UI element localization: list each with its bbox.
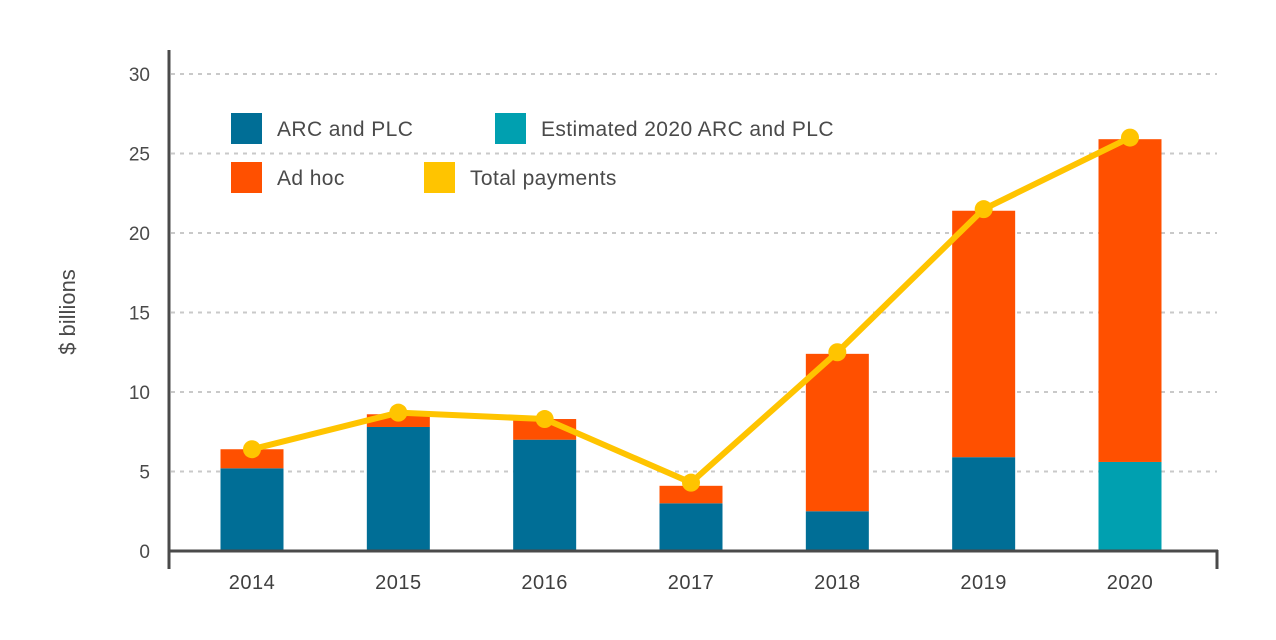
- legend-swatch-total-payments: [424, 162, 455, 193]
- x-tick-label: 2018: [814, 572, 861, 594]
- bar-ad-hoc-2020: [1098, 139, 1162, 462]
- gridlines: [171, 73, 1217, 473]
- bar-arc-and-plc-2019: [952, 457, 1016, 551]
- legend-label-estimated-2020-arc-and-plc: Estimated 2020 ARC and PLC: [541, 118, 834, 141]
- total-payments-point-2017: [682, 473, 700, 492]
- total-payments-line: [243, 128, 1139, 492]
- y-axis-title: $ billions: [55, 269, 80, 355]
- x-tick-label: 2015: [375, 572, 422, 594]
- y-tick-label: 10: [129, 383, 150, 404]
- bar-arc-and-plc-2016: [513, 439, 577, 551]
- legend: ARC and PLC Estimated 2020 ARC and PLC Ad …: [231, 113, 834, 193]
- x-tick-label: 2016: [521, 572, 568, 594]
- legend-swatch-estimated-2020-arc-and-plc: [495, 113, 526, 144]
- y-tick-labels: 0 5 10 15 20 25 30: [129, 65, 150, 563]
- bar-ad-hoc-2019: [952, 210, 1016, 458]
- bars: [220, 139, 1162, 551]
- y-tick-label: 25: [129, 145, 150, 166]
- axes: [167, 50, 1219, 569]
- total-payments-point-2015: [389, 403, 408, 422]
- x-tick-label: 2017: [668, 572, 715, 594]
- bar-ad-hoc-2017: [659, 485, 723, 504]
- bar-ad-hoc-2018: [805, 353, 869, 512]
- total-payments-point-2016: [535, 410, 554, 429]
- bar-estimated-2020-arc-and-plc-2020: [1098, 461, 1162, 551]
- bar-arc-and-plc-2017: [659, 503, 723, 551]
- y-tick-label: 5: [139, 463, 150, 484]
- x-tick-label: 2020: [1107, 572, 1154, 594]
- total-payments-point-2014: [243, 440, 261, 459]
- legend-label-ad-hoc: Ad hoc: [277, 167, 345, 190]
- bar-ad-hoc-2014: [220, 449, 284, 469]
- bar-arc-and-plc-2014: [220, 468, 284, 551]
- y-tick-label: 15: [129, 304, 150, 325]
- legend-label-total-payments: Total payments: [470, 167, 617, 190]
- x-tick-labels: 2014 2015 2016 2017 2018 2019 2020: [229, 572, 1154, 594]
- legend-swatch-ad-hoc: [231, 162, 262, 193]
- total-payments-point-2018: [828, 343, 847, 362]
- x-tick-label: 2019: [960, 572, 1007, 594]
- total-payments-point-2020: [1121, 128, 1139, 147]
- bar-arc-and-plc-2018: [805, 511, 869, 551]
- legend-swatch-arc-and-plc: [231, 113, 262, 144]
- y-tick-label: 20: [129, 224, 150, 245]
- x-tick-label: 2014: [229, 572, 276, 594]
- y-tick-label: 0: [139, 542, 150, 563]
- legend-label-arc-and-plc: ARC and PLC: [277, 118, 413, 141]
- y-tick-label: 30: [129, 65, 150, 86]
- bar-arc-and-plc-2015: [366, 426, 430, 551]
- total-payments-point-2019: [974, 200, 993, 219]
